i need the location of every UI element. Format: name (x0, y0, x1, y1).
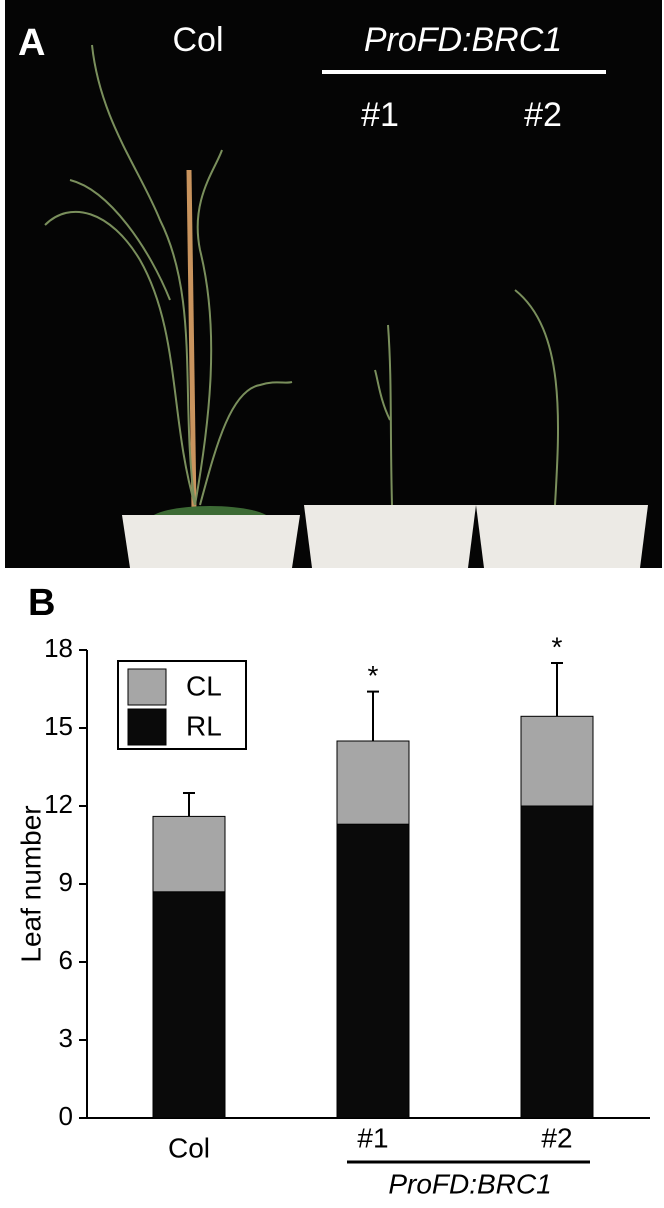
legend-label: RL (186, 710, 222, 741)
y-tick-label: 6 (59, 945, 73, 975)
y-tick-label: 9 (59, 867, 73, 897)
significance-mark: * (368, 660, 379, 691)
bar-segment (152, 891, 226, 1119)
panel-label: B (28, 582, 55, 624)
y-tick-label: 12 (44, 789, 73, 819)
panel-label: A (18, 22, 45, 64)
construct-label: ProFD:BRC1 (364, 21, 562, 59)
bar-segment (336, 823, 410, 1119)
photo-background (5, 0, 662, 568)
y-tick-label: 15 (44, 711, 73, 741)
plot: 0 3 6 9 12 15 18 Col * #1 * #2 ProFD:BRC1 CL RL (44, 631, 650, 1199)
legend-label: CL (186, 670, 222, 701)
line-label: #1 (361, 96, 399, 134)
legend-swatch (127, 708, 167, 746)
bar-segment (520, 805, 594, 1119)
significance-mark: * (552, 631, 563, 662)
x-tick-label: Col (168, 1132, 210, 1163)
y-tick-label: 3 (59, 1023, 73, 1053)
group-label: ProFD:BRC1 (388, 1168, 551, 1199)
pots (122, 505, 648, 568)
genotype-label: Col (172, 21, 223, 59)
legend-swatch (127, 668, 167, 706)
photo-panel: A Col ProFD:BRC1 #1 #2 (5, 0, 662, 568)
bar-segment (520, 715, 594, 807)
x-tick-label: #2 (541, 1122, 572, 1153)
y-tick-label: 18 (44, 633, 73, 663)
x-tick-label: #1 (357, 1122, 388, 1153)
bar-segment (336, 740, 410, 825)
y-axis-label: Leaf number (15, 805, 46, 962)
bar-segment (152, 815, 226, 893)
line-label: #2 (524, 96, 562, 134)
y-tick-label: 0 (59, 1101, 73, 1131)
